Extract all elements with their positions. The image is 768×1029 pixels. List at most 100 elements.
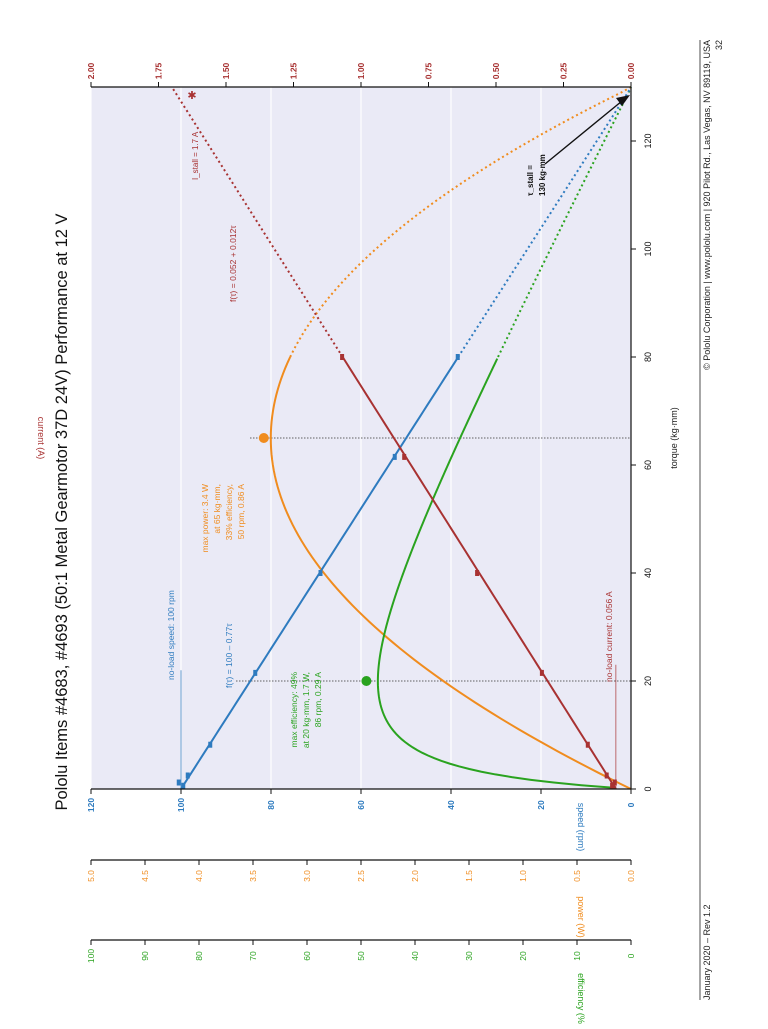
max-efficiency-line-3: 86 rpm, 0.29 A <box>313 672 323 728</box>
torque-tick-label-6: 120 <box>643 133 653 148</box>
current-point-4 <box>539 669 544 676</box>
no-load-speed-label: no-load speed: 100 rpm <box>166 590 176 680</box>
current-point-2 <box>604 772 609 779</box>
axis-power-tick-label-1: 0.5 <box>572 870 582 882</box>
axis-efficiency-tick-label-9: 90 <box>140 951 150 961</box>
stall-torque-arrow <box>544 100 623 165</box>
axis-efficiency-tick-label-7: 70 <box>248 951 258 961</box>
torque-tick-label-5: 100 <box>643 241 653 256</box>
axis-speed-tick-label-1: 20 <box>536 800 546 810</box>
axis-speed-tick-label-0: 0 <box>626 802 636 807</box>
axis-speed-tick-label-4: 80 <box>266 800 276 810</box>
stall-torque-arrowhead <box>616 95 630 106</box>
efficiency-series <box>361 86 632 789</box>
axis-power-tick-label-10: 5.0 <box>86 870 96 882</box>
page-number: 32 <box>714 40 724 50</box>
power-curve <box>269 356 632 790</box>
speed-point-5 <box>318 570 323 576</box>
axis-current-tick-label-0: 0.00 <box>626 62 636 79</box>
current-point-6 <box>402 453 407 460</box>
torque-tick-label-0: 0 <box>643 786 653 791</box>
speed-point-7 <box>455 354 460 360</box>
axis-speed-tick-label-5: 100 <box>176 798 186 812</box>
axis-power-tick-label-5: 2.5 <box>356 870 366 882</box>
max-power-point <box>258 433 269 443</box>
torque-axis: 0 20 40 60 80 100 120 <box>630 87 653 792</box>
axis-power-tick-label-7: 3.5 <box>248 870 258 882</box>
stall-current-label: I_stall = 1.7 A <box>191 131 200 180</box>
axis-current-tick-label-6: 1.50 <box>221 62 231 79</box>
axis-power-tick-label-8: 4.0 <box>194 870 204 882</box>
torque-tick-label-2: 40 <box>643 568 653 578</box>
current-series <box>171 86 617 790</box>
power-axis: 0.0 0.5 1.0 1.5 2.0 2.5 3.0 3.5 4.0 4.5 5.0 <box>86 859 636 882</box>
axis-efficiency-tick-label-1: 10 <box>572 951 582 961</box>
power-curve-extrapolated <box>289 86 632 358</box>
stall-torque-label-1: τ_stall = <box>526 165 535 196</box>
efficiency-axis-label: efficiency (%) <box>576 973 586 1024</box>
speed-point-2 <box>185 772 190 779</box>
torque-tick-label-4: 80 <box>643 352 653 362</box>
axis-power-tick-label-6: 3.0 <box>302 870 312 882</box>
torque-tick-label-1: 20 <box>643 676 653 686</box>
axis-speed-tick-label-6: 120 <box>86 798 96 812</box>
axis-current-tick-label-5: 1.25 <box>289 62 299 79</box>
speed-point-4 <box>253 669 258 676</box>
axis-power-tick-label-0: 0.0 <box>626 870 636 882</box>
current-line <box>341 356 617 790</box>
current-point-1 <box>612 779 617 786</box>
page-title: Pololu Items #4683, #4693 (50:1 Metal Ge… <box>53 213 71 810</box>
max-efficiency-line-2: at 20 kg·mm, 1.7 W, <box>301 672 311 748</box>
axis-power-tick-label-2: 1.0 <box>518 870 528 882</box>
axis-efficiency-tick-label-2: 20 <box>518 951 528 961</box>
axis-current-tick-label-1: 0.25 <box>559 62 569 79</box>
footer-left: January 2020 – Rev 1.2 <box>702 904 712 1000</box>
max-efficiency-label: max efficiency: 49% at 20 kg·mm, 1.7 W, … <box>289 672 323 749</box>
max-power-line-3: 33% efficiency, <box>224 484 234 540</box>
speed-axis: 0 20 40 60 80 100 120 <box>86 788 636 812</box>
axis-current-tick-label-7: 1.75 <box>154 62 164 79</box>
footer-right: © Pololu Corporation | www.pololu.com | … <box>702 40 712 370</box>
axis-current-tick-label-4: 1.00 <box>356 62 366 79</box>
data-markers <box>176 354 617 789</box>
axis-efficiency-tick-label-5: 50 <box>356 951 366 961</box>
axis-power-tick-label-9: 4.5 <box>140 870 150 882</box>
max-power-line-4: 50 rpm, 0.86 A <box>236 484 246 540</box>
axis-power-tick-label-3: 1.5 <box>464 870 474 882</box>
leader-lines <box>180 437 631 789</box>
current-point-7 <box>340 354 345 360</box>
axis-efficiency-tick-label-3: 30 <box>464 951 474 961</box>
max-efficiency-line-1: max efficiency: 49% <box>289 672 299 748</box>
current-line-extrapolated <box>171 86 344 358</box>
efficiency-curve <box>376 358 616 789</box>
speed-fit-label: f(τ) = 100 – 0.77τ <box>224 623 234 688</box>
axis-efficiency-tick-label-10: 100 <box>86 949 96 963</box>
speed-point-6 <box>392 453 397 460</box>
torque-axis-label: torque (kg·mm) <box>669 407 679 469</box>
current-fit-label: f(τ) = 0.052 + 0.012τ <box>228 225 238 302</box>
axis-power-tick-label-4: 2.0 <box>410 870 420 882</box>
max-power-line-2: at 65 kg·mm, <box>212 484 222 534</box>
max-power-label: max power: 3.4 W at 65 kg·mm, 33% effici… <box>200 484 246 553</box>
axis-current-tick-label-3: 0.75 <box>424 62 434 79</box>
axis-efficiency-tick-label-4: 40 <box>410 951 420 961</box>
axis-efficiency-tick-label-0: 0 <box>626 953 636 958</box>
axis-speed-tick-label-3: 60 <box>356 800 366 810</box>
efficiency-curve-extrapolated <box>497 86 632 358</box>
speed-axis-label: speed (rpm) <box>576 803 586 852</box>
axis-efficiency-tick-label-8: 80 <box>194 951 204 961</box>
speed-point-1 <box>176 779 181 786</box>
axis-current-tick-label-8: 2.00 <box>86 62 96 79</box>
power-series <box>258 86 632 790</box>
axis-speed-tick-label-2: 40 <box>446 800 456 810</box>
axis-current-tick-label-2: 0.50 <box>491 62 501 79</box>
efficiency-axis: 0 10 20 30 40 50 60 70 80 90 100 <box>86 939 636 963</box>
speed-line-extrapolated <box>457 86 632 358</box>
speed-point-0 <box>181 782 186 789</box>
current-point-0 <box>610 782 615 789</box>
stall-current-marker: ✱ <box>187 90 196 102</box>
power-axis-label: power (W) <box>576 896 586 938</box>
axis-efficiency-tick-label-6: 60 <box>302 951 312 961</box>
